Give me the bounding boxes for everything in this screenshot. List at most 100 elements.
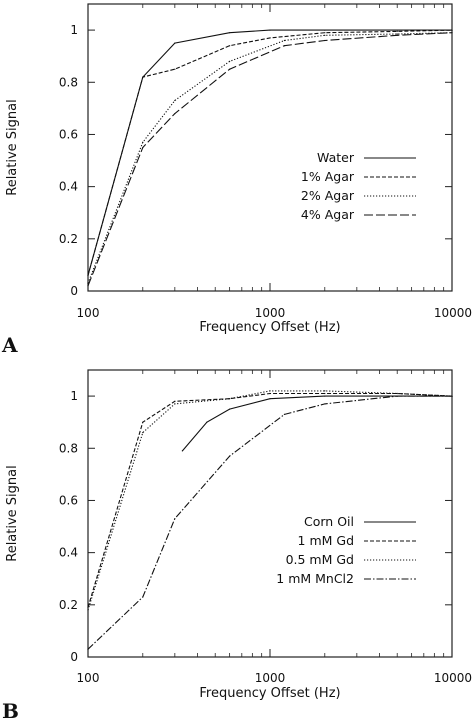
- legend-label: Corn Oil: [304, 514, 354, 529]
- series-line: [87, 32, 453, 284]
- data-point: [324, 34, 326, 36]
- y-tick-label: 1: [70, 23, 78, 37]
- data-point: [269, 398, 271, 400]
- series-1: [181, 395, 453, 452]
- legend-label: 1 mM Gd: [298, 533, 354, 548]
- legend-label: 0.5 mM Gd: [286, 552, 354, 567]
- data-point: [324, 32, 326, 34]
- panel-letter: B: [2, 699, 19, 722]
- data-point: [451, 32, 453, 34]
- x-tick-label: 100: [77, 671, 100, 685]
- data-point: [87, 282, 89, 284]
- x-tick-label: 10000: [434, 671, 472, 685]
- data-point: [174, 518, 176, 520]
- series-line: [87, 392, 453, 608]
- y-tick-label: 0.8: [59, 75, 78, 89]
- y-tick-label: 0.4: [59, 180, 78, 194]
- data-point: [174, 403, 176, 405]
- y-tick-label: 0.6: [59, 127, 78, 141]
- data-point: [229, 68, 231, 70]
- series-line: [87, 29, 452, 276]
- data-point: [174, 99, 176, 102]
- data-point: [396, 392, 398, 395]
- chart-panel-a: 0 0.2 0.4 0.6 0.8 1 100 1000 10000 Frequency Offs…: [1, 3, 472, 357]
- data-point: [324, 392, 326, 395]
- y-tick-label: 0: [70, 650, 78, 664]
- data-point: [142, 432, 144, 434]
- x-tick-label: 10000: [434, 306, 472, 320]
- legend-label: 2% Agar: [301, 188, 355, 203]
- legend-label: 4% Agar: [301, 207, 355, 222]
- panel-letter: A: [1, 333, 18, 357]
- data-point: [87, 648, 89, 650]
- data-point: [87, 285, 89, 287]
- data-point: [174, 68, 176, 70]
- data-point: [269, 37, 271, 39]
- series-line: [87, 32, 453, 287]
- data-point: [174, 112, 176, 115]
- data-point: [451, 395, 453, 397]
- data-point: [396, 34, 398, 36]
- y-tick-label: 0.8: [59, 441, 78, 455]
- legend-label: 1 mM MnCl2: [276, 571, 354, 586]
- data-point: [324, 29, 326, 31]
- series-4: [87, 395, 453, 650]
- legend-label: Water: [317, 150, 355, 165]
- y-tick-label: 0.2: [59, 232, 78, 246]
- data-point: [174, 400, 176, 402]
- x-tick-label: 1000: [255, 306, 286, 320]
- data-point: [324, 39, 326, 42]
- data-point: [283, 39, 286, 42]
- data-point: [229, 455, 231, 457]
- legend-label: 1% Agar: [301, 169, 355, 184]
- y-axis-label: Relative Signal: [5, 465, 20, 562]
- data-point: [269, 29, 271, 31]
- series-2: [87, 29, 453, 276]
- data-point: [142, 76, 144, 78]
- data-point: [142, 146, 144, 149]
- data-point: [396, 29, 398, 31]
- series-line: [87, 395, 452, 650]
- legend: Corn Oil 1 mM Gd 0.5 mM Gd 1 mM MnCl2: [276, 514, 416, 586]
- y-tick-label: 0: [70, 284, 78, 298]
- y-tick-label: 0.6: [59, 493, 78, 507]
- data-point: [142, 596, 144, 598]
- series-line: [87, 29, 453, 276]
- data-point: [87, 609, 89, 611]
- data-point: [396, 33, 398, 35]
- series-line: [87, 390, 453, 611]
- series-line: [181, 395, 452, 452]
- data-point: [229, 45, 231, 47]
- data-point: [269, 390, 271, 392]
- data-point: [229, 60, 231, 63]
- x-tick-label: 1000: [255, 671, 286, 685]
- y-axis-label: Relative Signal: [5, 99, 20, 196]
- data-point: [229, 32, 231, 34]
- series-3: [87, 390, 453, 611]
- data-point: [324, 395, 326, 397]
- data-point: [324, 390, 326, 392]
- data-point: [174, 42, 176, 44]
- x-axis-label: Frequency Offset (Hz): [199, 320, 340, 335]
- data-point: [181, 450, 183, 452]
- data-point: [324, 403, 326, 405]
- y-tick-label: 0.4: [59, 546, 78, 560]
- data-point: [229, 398, 231, 400]
- data-point: [396, 30, 398, 32]
- data-point: [142, 141, 144, 143]
- data-point: [229, 408, 231, 410]
- data-point: [87, 606, 89, 609]
- data-point: [269, 392, 271, 395]
- data-point: [451, 29, 453, 31]
- y-tick-label: 0.2: [59, 598, 78, 612]
- y-tick-label: 1: [70, 389, 78, 403]
- series-4: [87, 32, 453, 287]
- data-point: [87, 274, 89, 276]
- data-point: [206, 421, 208, 423]
- data-point: [142, 421, 144, 423]
- data-point: [283, 413, 286, 415]
- series-1: [87, 29, 453, 276]
- x-axis-label: Frequency Offset (Hz): [199, 686, 340, 701]
- data-point: [283, 45, 286, 47]
